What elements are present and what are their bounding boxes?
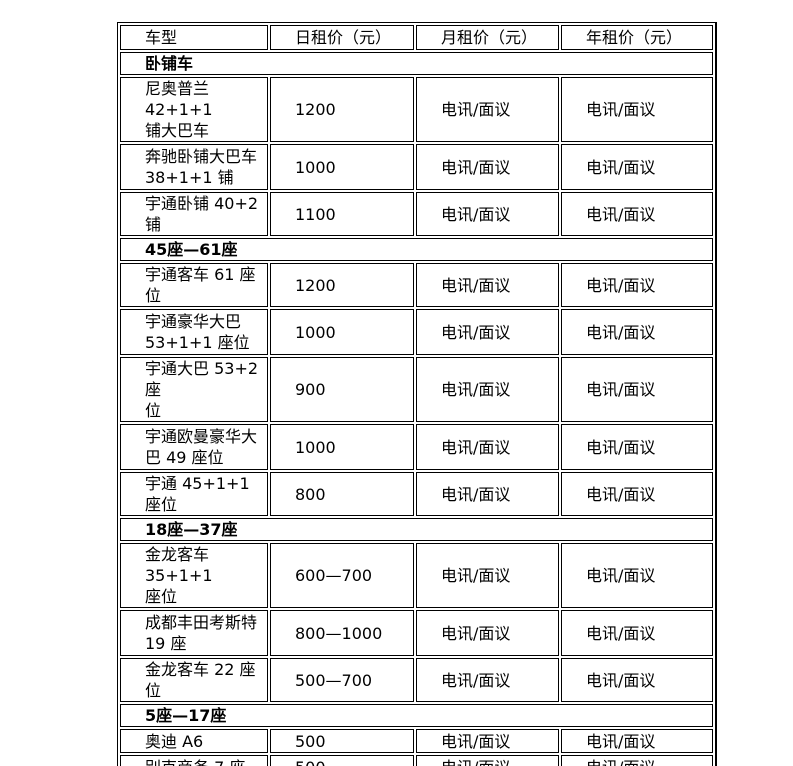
daily-price-cell: 1200 bbox=[270, 77, 414, 142]
table-row: 奔驰卧铺大巴车 38+1+1 铺 1000 电讯/面议 电讯/面议 bbox=[120, 144, 713, 190]
daily-price-cell: 800 bbox=[270, 472, 414, 516]
daily-price-cell: 1200 bbox=[270, 263, 414, 307]
monthly-price-cell: 电讯/面议 bbox=[416, 472, 559, 516]
yearly-price-cell: 电讯/面议 bbox=[561, 309, 713, 355]
table-body: 卧铺车 尼奥普兰 42+1+1 铺大巴车 1200 电讯/面议 电讯/面议 奔驰卧铺大巴车… bbox=[120, 52, 713, 766]
table-row: 金龙客车 35+1+1 座位 600—700 电讯/面议 电讯/面议 bbox=[120, 543, 713, 608]
vehicle-model-cell: 奔驰卧铺大巴车 38+1+1 铺 bbox=[120, 144, 268, 190]
daily-price-cell: 800—1000 bbox=[270, 610, 414, 656]
vehicle-model-cell: 金龙客车 22 座位 bbox=[120, 658, 268, 702]
section-header-row: 45座—61座 bbox=[120, 238, 713, 261]
vehicle-model-cell: 宇通客车 61 座位 bbox=[120, 263, 268, 307]
monthly-price-cell: 电讯/面议 bbox=[416, 192, 559, 236]
vehicle-model-cell: 金龙客车 35+1+1 座位 bbox=[120, 543, 268, 608]
rental-price-table: 车型 日租价（元） 月租价（元） 年租价（元） 卧铺车 尼奥普兰 42+1+1 铺… bbox=[117, 22, 717, 766]
yearly-price-cell: 电讯/面议 bbox=[561, 658, 713, 702]
section-title: 18座—37座 bbox=[120, 518, 713, 541]
table-row: 宇通客车 61 座位 1200 电讯/面议 电讯/面议 bbox=[120, 263, 713, 307]
monthly-price-cell: 电讯/面议 bbox=[416, 543, 559, 608]
table-row: 宇通卧铺 40+2 铺 1100 电讯/面议 电讯/面议 bbox=[120, 192, 713, 236]
table-row: 尼奥普兰 42+1+1 铺大巴车 1200 电讯/面议 电讯/面议 bbox=[120, 77, 713, 142]
vehicle-model-cell: 成都丰田考斯特 19 座 bbox=[120, 610, 268, 656]
daily-price-cell: 1000 bbox=[270, 424, 414, 470]
monthly-price-cell: 电讯/面议 bbox=[416, 610, 559, 656]
column-header-daily-price: 日租价（元） bbox=[270, 25, 414, 50]
vehicle-model-cell: 尼奥普兰 42+1+1 铺大巴车 bbox=[120, 77, 268, 142]
table-row: 宇通 45+1+1 座位 800 电讯/面议 电讯/面议 bbox=[120, 472, 713, 516]
monthly-price-cell: 电讯/面议 bbox=[416, 658, 559, 702]
yearly-price-cell: 电讯/面议 bbox=[561, 357, 713, 422]
vehicle-model-cell: 别克商务 7 座 bbox=[120, 755, 268, 766]
column-header-monthly-price: 月租价（元） bbox=[416, 25, 559, 50]
table-row: 宇通豪华大巴 53+1+1 座位 1000 电讯/面议 电讯/面议 bbox=[120, 309, 713, 355]
monthly-price-cell: 电讯/面议 bbox=[416, 144, 559, 190]
yearly-price-cell: 电讯/面议 bbox=[561, 729, 713, 753]
daily-price-cell: 1000 bbox=[270, 309, 414, 355]
table-row: 奥迪 A6 500 电讯/面议 电讯/面议 bbox=[120, 729, 713, 753]
vehicle-model-cell: 宇通豪华大巴 53+1+1 座位 bbox=[120, 309, 268, 355]
table-row: 金龙客车 22 座位 500—700 电讯/面议 电讯/面议 bbox=[120, 658, 713, 702]
yearly-price-cell: 电讯/面议 bbox=[561, 192, 713, 236]
yearly-price-cell: 电讯/面议 bbox=[561, 77, 713, 142]
daily-price-cell: 500 bbox=[270, 755, 414, 766]
section-header-row: 5座—17座 bbox=[120, 704, 713, 727]
vehicle-model-cell: 宇通大巴 53+2 座 位 bbox=[120, 357, 268, 422]
vehicle-model-cell: 奥迪 A6 bbox=[120, 729, 268, 753]
daily-price-cell: 500—700 bbox=[270, 658, 414, 702]
column-header-yearly-price: 年租价（元） bbox=[561, 25, 713, 50]
yearly-price-cell: 电讯/面议 bbox=[561, 263, 713, 307]
monthly-price-cell: 电讯/面议 bbox=[416, 263, 559, 307]
daily-price-cell: 1000 bbox=[270, 144, 414, 190]
yearly-price-cell: 电讯/面议 bbox=[561, 610, 713, 656]
yearly-price-cell: 电讯/面议 bbox=[561, 424, 713, 470]
monthly-price-cell: 电讯/面议 bbox=[416, 309, 559, 355]
vehicle-model-cell: 宇通卧铺 40+2 铺 bbox=[120, 192, 268, 236]
monthly-price-cell: 电讯/面议 bbox=[416, 729, 559, 753]
section-header-row: 卧铺车 bbox=[120, 52, 713, 75]
table-row: 成都丰田考斯特 19 座 800—1000 电讯/面议 电讯/面议 bbox=[120, 610, 713, 656]
monthly-price-cell: 电讯/面议 bbox=[416, 77, 559, 142]
section-title: 5座—17座 bbox=[120, 704, 713, 727]
section-header-row: 18座—37座 bbox=[120, 518, 713, 541]
daily-price-cell: 600—700 bbox=[270, 543, 414, 608]
page: 车型 日租价（元） 月租价（元） 年租价（元） 卧铺车 尼奥普兰 42+1+1 铺… bbox=[0, 22, 793, 766]
table-header-row: 车型 日租价（元） 月租价（元） 年租价（元） bbox=[120, 25, 713, 50]
vehicle-model-cell: 宇通欧曼豪华大 巴 49 座位 bbox=[120, 424, 268, 470]
daily-price-cell: 500 bbox=[270, 729, 414, 753]
daily-price-cell: 900 bbox=[270, 357, 414, 422]
table-row: 宇通欧曼豪华大 巴 49 座位 1000 电讯/面议 电讯/面议 bbox=[120, 424, 713, 470]
section-title: 45座—61座 bbox=[120, 238, 713, 261]
yearly-price-cell: 电讯/面议 bbox=[561, 543, 713, 608]
monthly-price-cell: 电讯/面议 bbox=[416, 755, 559, 766]
monthly-price-cell: 电讯/面议 bbox=[416, 424, 559, 470]
vehicle-model-cell: 宇通 45+1+1 座位 bbox=[120, 472, 268, 516]
yearly-price-cell: 电讯/面议 bbox=[561, 472, 713, 516]
table-row: 宇通大巴 53+2 座 位 900 电讯/面议 电讯/面议 bbox=[120, 357, 713, 422]
yearly-price-cell: 电讯/面议 bbox=[561, 144, 713, 190]
column-header-vehicle-type: 车型 bbox=[120, 25, 268, 50]
daily-price-cell: 1100 bbox=[270, 192, 414, 236]
yearly-price-cell: 电讯/面议 bbox=[561, 755, 713, 766]
monthly-price-cell: 电讯/面议 bbox=[416, 357, 559, 422]
section-title: 卧铺车 bbox=[120, 52, 713, 75]
